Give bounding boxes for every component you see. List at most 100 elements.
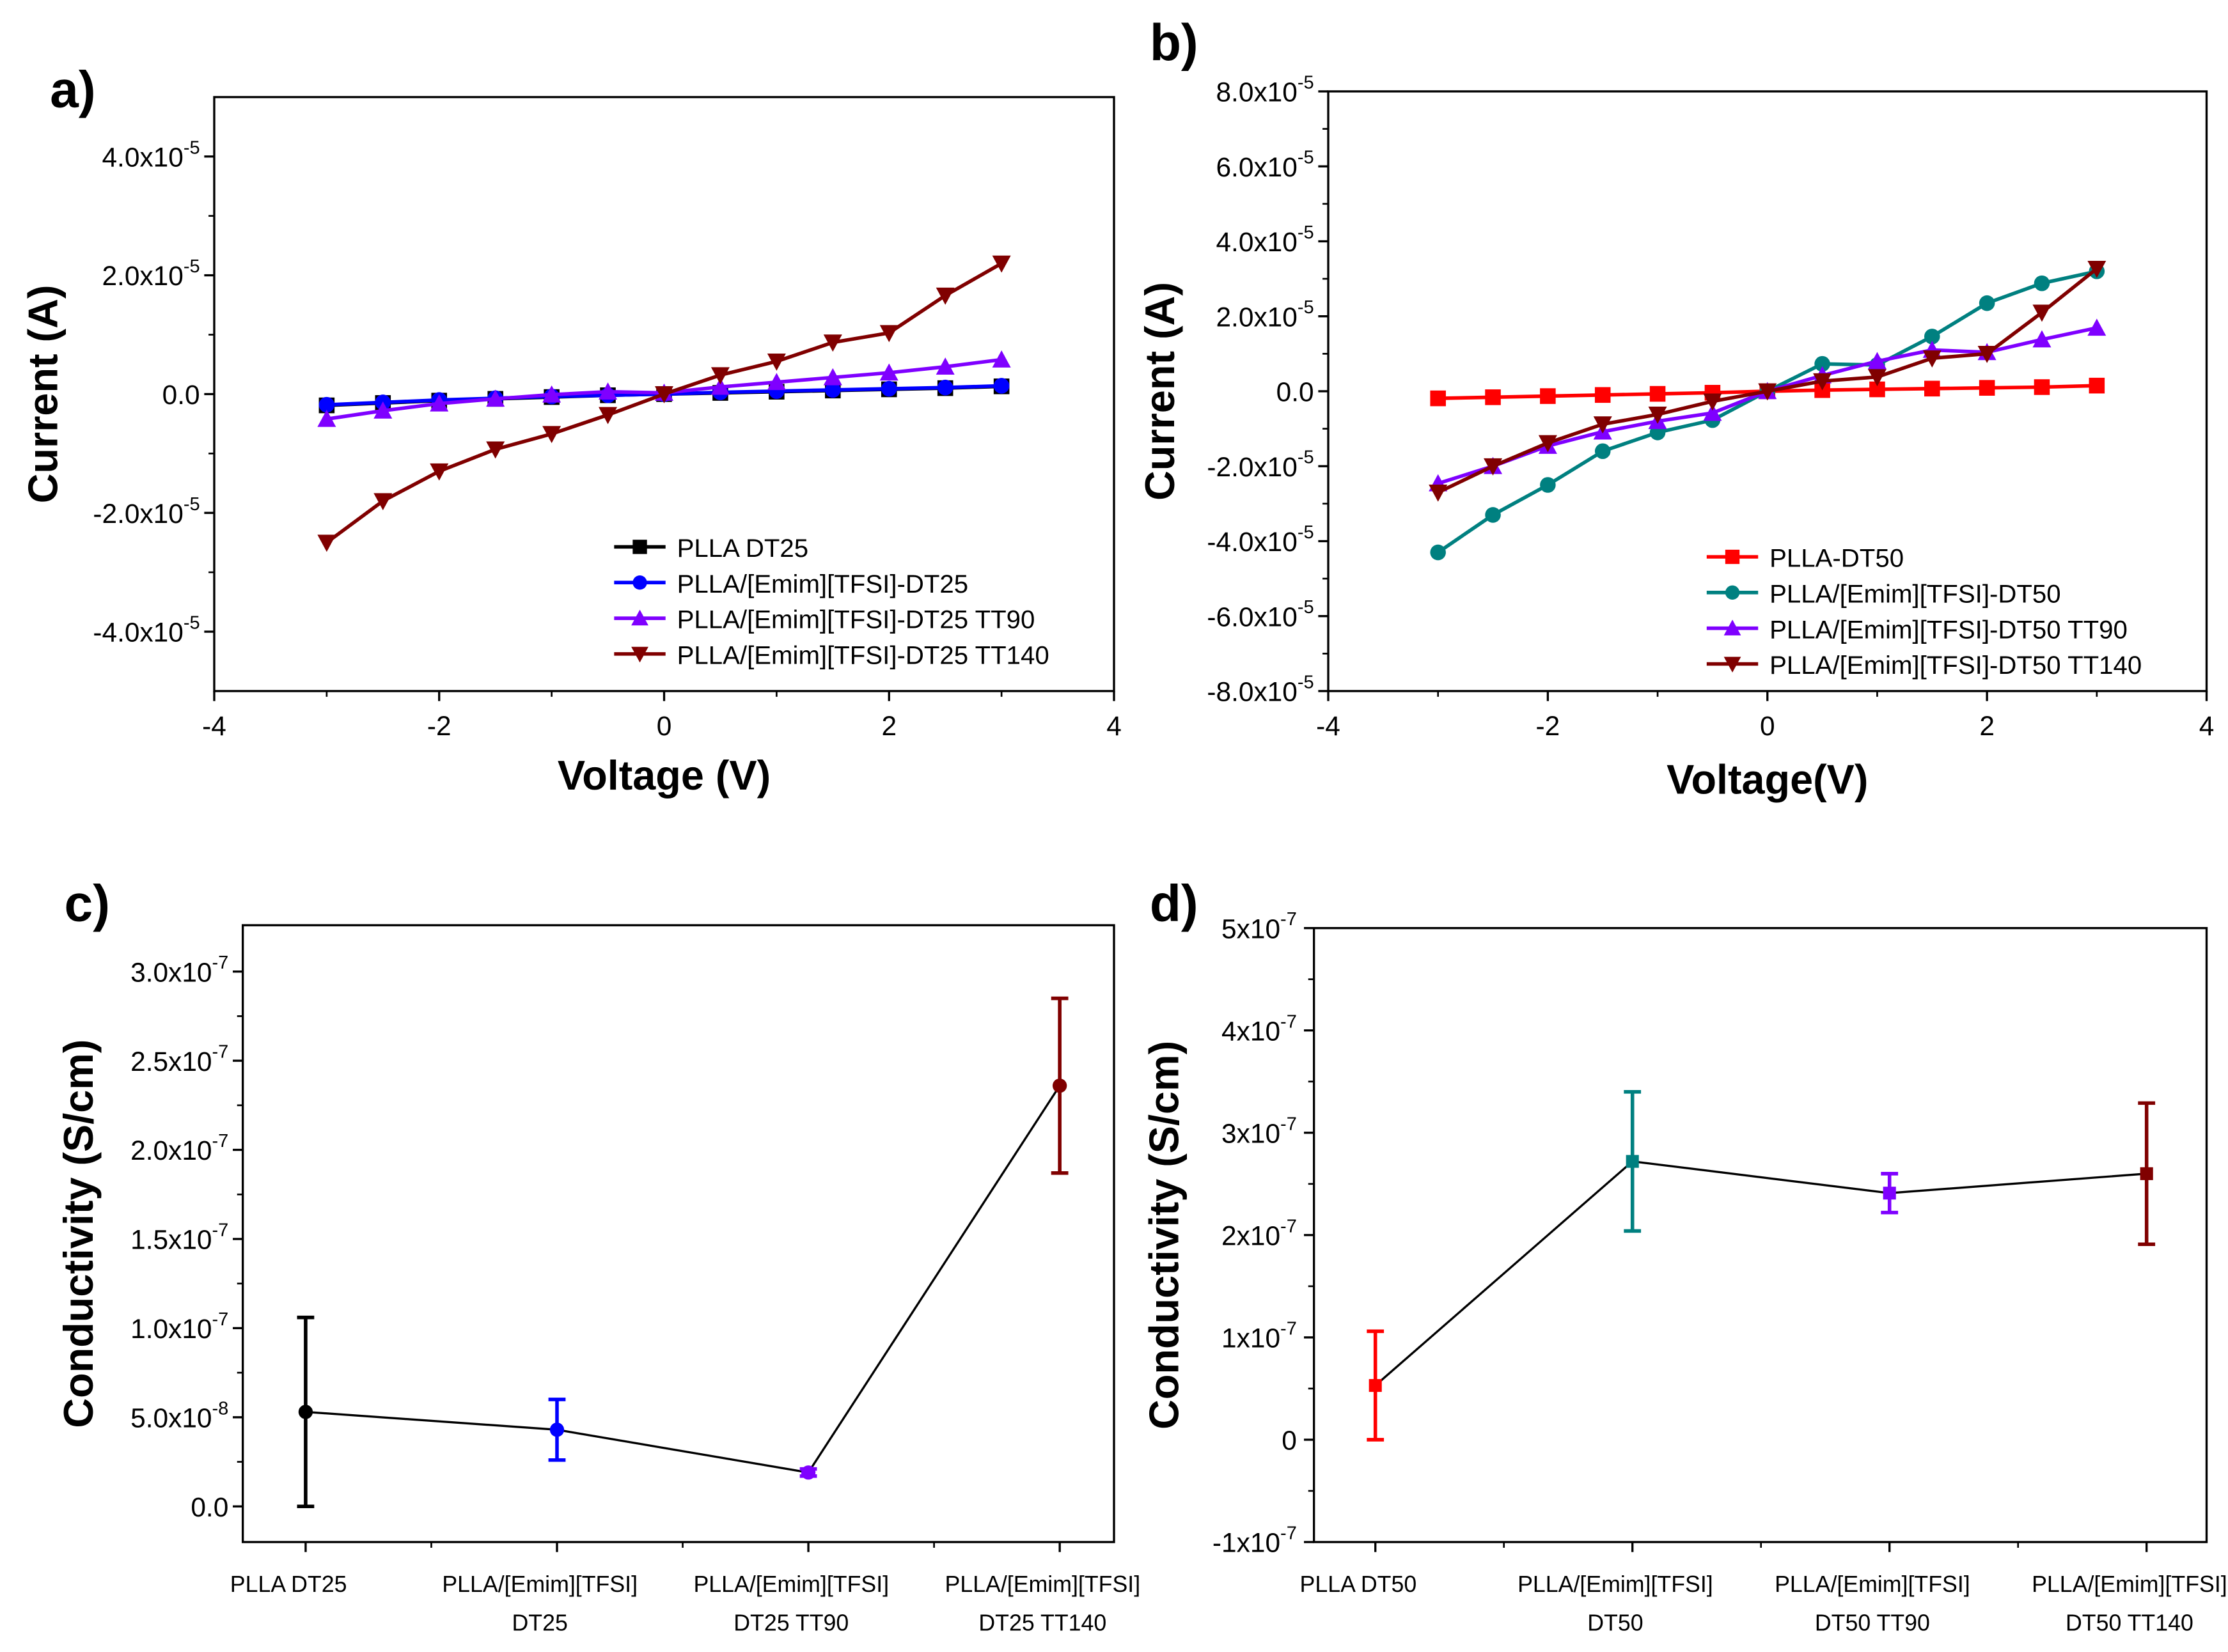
x-tick-label: 2 <box>1979 711 1995 741</box>
y-tick-label: 2.5x10-7 <box>130 1042 228 1077</box>
triangle-up-marker <box>710 377 730 395</box>
category-label: PLLA/[Emim][TFSI] <box>442 1571 638 1597</box>
series-line <box>1437 267 2098 494</box>
legend-entry: PLLA/[Emim][TFSI]-DT25 <box>614 570 968 598</box>
triangle-down-marker <box>599 407 618 425</box>
chart-panel-b: b) 8.0x10-5 6.0x10-5 4.0x10-5 2.0x10-5 0.0 -2.… <box>1136 14 2214 803</box>
y-tick-label: -6.0x10-5 <box>1207 597 1314 632</box>
legend-entry: PLLA DT25 <box>614 534 808 563</box>
triangle-down-marker <box>1723 657 1741 673</box>
category-label: PLLA DT50 <box>1300 1571 1417 1597</box>
y-axis-label: Conductivity (S/cm) <box>55 1040 102 1428</box>
y-tick-label: 2.0x10-5 <box>102 256 200 291</box>
triangle-down-marker <box>1703 393 1722 411</box>
y-tick-label: 6.0x10-5 <box>1216 148 1314 182</box>
point-marker <box>1626 1155 1639 1168</box>
legend-label: PLLA/[Emim][TFSI]-DT50 TT90 <box>1769 615 2128 644</box>
series-3 <box>1429 260 2106 502</box>
triangle-up-marker <box>992 350 1011 368</box>
legend-label: PLLA DT25 <box>677 534 809 563</box>
triangle-up-marker <box>1867 352 1887 370</box>
category-label: PLLA/[Emim][TFSI] <box>2032 1571 2227 1597</box>
triangle-down-marker <box>1758 383 1777 401</box>
triangle-up-marker <box>936 357 955 375</box>
y-tick-label: 5x10-7 <box>1221 909 1297 944</box>
legend-entry: PLLA/[Emim][TFSI]-DT25 TT90 <box>614 605 1035 634</box>
series-line <box>1437 269 2098 554</box>
triangle-up-marker <box>599 382 618 400</box>
point-marker <box>1052 1079 1067 1093</box>
triangle-down-marker <box>1593 416 1612 434</box>
legend-label: PLLA/[Emim][TFSI]-DT25 <box>677 570 969 598</box>
point-marker <box>1883 1187 1896 1200</box>
square-marker <box>1594 387 1611 403</box>
triangle-up-marker <box>1723 620 1741 635</box>
circle-marker <box>881 380 897 397</box>
legend-entry: PLLA/[Emim][TFSI]-DT25 TT140 <box>614 641 1049 670</box>
triangle-down-marker <box>1977 346 1997 363</box>
circle-marker <box>318 396 335 413</box>
circle-marker <box>632 575 647 590</box>
y-tick-label: -2.0x10-5 <box>1207 448 1314 482</box>
chart-panel-c: c) 3.0x10-7 2.5x10-7 2.0x10-7 1.5x10-7 1.0x10… <box>55 875 1140 1636</box>
triangle-up-marker <box>317 409 336 427</box>
y-tick-label: -4.0x10-5 <box>93 613 200 648</box>
series-3 <box>317 255 1011 552</box>
triangle-up-marker <box>430 394 449 412</box>
circle-marker <box>2034 275 2050 292</box>
category-label: DT25 TT140 <box>978 1610 1106 1635</box>
y-tick-label: -1x10-7 <box>1212 1523 1297 1558</box>
legend-entry: PLLA/[Emim][TFSI]-DT50 TT140 <box>1706 651 2142 680</box>
circle-marker <box>1594 443 1611 460</box>
triangle-up-marker <box>823 368 842 386</box>
connecting-line <box>1374 1160 2147 1387</box>
square-marker <box>2089 377 2105 394</box>
chart-panel-a: a)4.0x10-5 2.0x10-5 0.0 -2.0x10-5 -4.0x10-5 C… <box>19 61 1121 799</box>
point-marker <box>2140 1167 2153 1180</box>
data-point <box>1367 1329 1385 1442</box>
circle-marker <box>1725 585 1740 600</box>
data-point <box>1881 1172 1899 1215</box>
panel-label: c) <box>65 875 110 933</box>
x-tick-label: 0 <box>1760 711 1775 741</box>
circle-marker <box>1485 507 1501 523</box>
x-tick-label: 4 <box>2199 711 2215 741</box>
triangle-down-marker <box>767 354 786 371</box>
series-1 <box>1430 263 2105 561</box>
square-marker <box>1924 380 1940 397</box>
triangle-down-marker <box>2032 304 2051 322</box>
category-label: DT50 TT90 <box>1815 1610 1930 1635</box>
triangle-up-marker <box>2032 330 2051 348</box>
triangle-down-marker <box>1648 407 1667 424</box>
y-tick-label: -4.0x10-5 <box>1207 522 1314 557</box>
triangle-down-marker <box>2087 260 2106 278</box>
triangle-down-marker <box>1429 484 1448 502</box>
y-tick-label: -8.0x10-5 <box>1207 672 1314 706</box>
data-point <box>2138 1101 2156 1247</box>
y-tick-label: 0.0 <box>162 380 200 410</box>
x-tick-label: 2 <box>881 711 897 741</box>
circle-marker <box>1979 295 1995 311</box>
triangle-down-marker <box>542 426 561 444</box>
point-marker <box>298 1405 313 1419</box>
square-marker <box>1540 388 1556 404</box>
y-tick-label: 1x10-7 <box>1221 1318 1297 1353</box>
data-point <box>799 1465 817 1480</box>
triangle-down-marker <box>823 334 842 352</box>
triangle-down-marker <box>1484 458 1503 476</box>
x-tick-label: 4 <box>1106 711 1122 741</box>
panel-label: b) <box>1150 14 1198 72</box>
y-tick-label: -2.0x10-5 <box>93 494 200 529</box>
category-label: PLLA/[Emim][TFSI] <box>1518 1571 1713 1597</box>
circle-marker <box>825 382 841 398</box>
triangle-up-marker <box>631 609 648 626</box>
plot-frame <box>1312 927 2208 1543</box>
square-marker <box>1430 390 1446 407</box>
data-point <box>297 1315 315 1509</box>
triangle-down-marker <box>373 493 393 511</box>
series-2 <box>1429 318 2106 492</box>
x-axis-label: Voltage (V) <box>558 752 771 799</box>
triangle-up-marker <box>879 363 898 381</box>
y-tick-label: 4.0x10-5 <box>1216 222 1314 257</box>
connecting-line <box>305 1085 1061 1474</box>
